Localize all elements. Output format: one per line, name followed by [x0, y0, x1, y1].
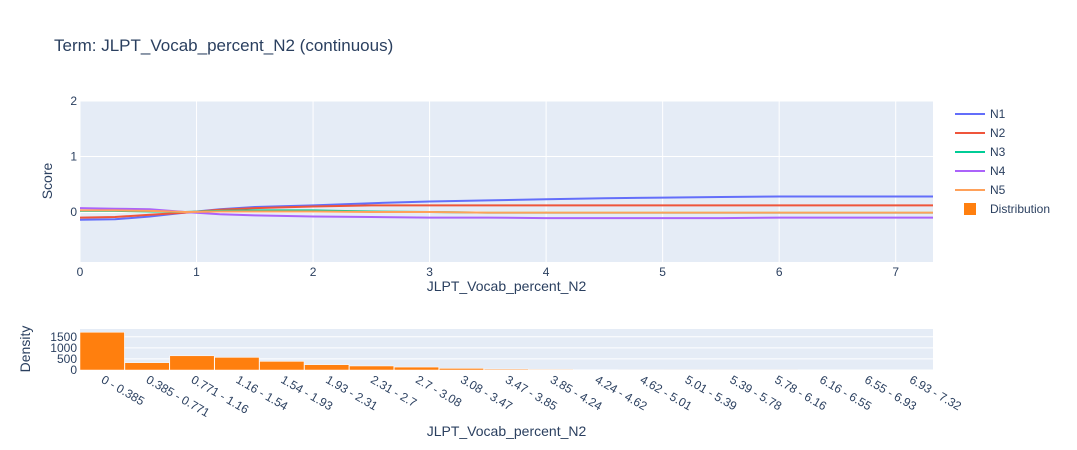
main-x-tick-label: 6: [776, 265, 783, 279]
legend-item-n1[interactable]: N1: [955, 107, 1006, 121]
main-x-tick-labels: 0 1 2 3 4 5 6 7: [77, 265, 900, 279]
legend-item-n2[interactable]: N2: [955, 126, 1006, 140]
main-plot-background: [80, 101, 933, 262]
main-x-tick-label: 5: [659, 265, 666, 279]
main-series-lines: [79, 195, 933, 221]
main-y-tick-labels: 0 1 2: [70, 94, 77, 219]
legend-label: Distribution: [990, 202, 1050, 216]
legend-label: N4: [990, 164, 1006, 178]
legend-label: N3: [990, 145, 1006, 159]
distribution-y-tick-label: 500: [57, 352, 77, 366]
main-y-axis-title: Score: [39, 163, 55, 200]
main-y-tick-label: 1: [70, 150, 77, 164]
distribution-y-tick-label: 1500: [50, 330, 77, 344]
distribution-y-tick-label: 1000: [50, 341, 77, 355]
legend-item-distribution[interactable]: Distribution: [964, 202, 1050, 216]
distribution-bar[interactable]: [394, 366, 439, 371]
distribution-x-tick-label: 0 - 0.385: [99, 372, 147, 408]
main-x-axis-title: JLPT_Vocab_percent_N2: [427, 278, 587, 294]
main-x-tick-label: 2: [310, 265, 317, 279]
distribution-bars: [79, 332, 799, 371]
distribution-bar[interactable]: [169, 355, 215, 371]
legend-label: N2: [990, 126, 1006, 140]
series-line-n2[interactable]: [79, 204, 933, 219]
distribution-bar[interactable]: [124, 362, 170, 371]
main-x-tick-label: 7: [892, 265, 899, 279]
legend-item-n5[interactable]: N5: [955, 183, 1006, 197]
legend-item-n3[interactable]: N3: [955, 145, 1006, 159]
legend-swatch: [964, 203, 976, 215]
main-x-tick-label: 4: [543, 265, 550, 279]
distribution-bar[interactable]: [259, 361, 305, 371]
distribution-x-tick-label: 2.7 - 3.08: [413, 372, 464, 410]
distribution-bar[interactable]: [483, 368, 529, 371]
main-plot: 0 1 2 3 4 5 6 7 0 1 2 JLPT_Vocab_percent_N2 Score: [39, 94, 933, 294]
distribution-bar[interactable]: [79, 332, 125, 371]
distribution-bar[interactable]: [214, 357, 260, 371]
legend-label: N1: [990, 107, 1006, 121]
series-line-n5[interactable]: [80, 209, 933, 214]
chart-title: Term: JLPT_Vocab_percent_N2 (continuous): [54, 36, 393, 55]
distribution-bar[interactable]: [349, 365, 395, 371]
distribution-x-axis-title: JLPT_Vocab_percent_N2: [427, 423, 587, 439]
legend-item-n4[interactable]: N4: [955, 164, 1006, 178]
legend-label: N5: [990, 183, 1006, 197]
distribution-bar[interactable]: [438, 368, 484, 371]
distribution-y-tick-label: 0: [70, 363, 77, 377]
main-x-tick-label: 3: [426, 265, 433, 279]
distribution-bar[interactable]: [528, 369, 574, 371]
distribution-x-tick-label: 6.93 - 7.32: [907, 372, 964, 413]
main-y-tick-label: 2: [70, 94, 77, 108]
main-x-tick-label: 0: [77, 265, 84, 279]
distribution-bar[interactable]: [304, 364, 350, 371]
distribution-y-axis-title: Density: [17, 326, 33, 373]
main-y-tick-label: 0: [70, 205, 77, 219]
legend[interactable]: N1 N2 N3 N4 N5 Distribution: [955, 107, 1050, 216]
main-x-tick-label: 1: [193, 265, 200, 279]
